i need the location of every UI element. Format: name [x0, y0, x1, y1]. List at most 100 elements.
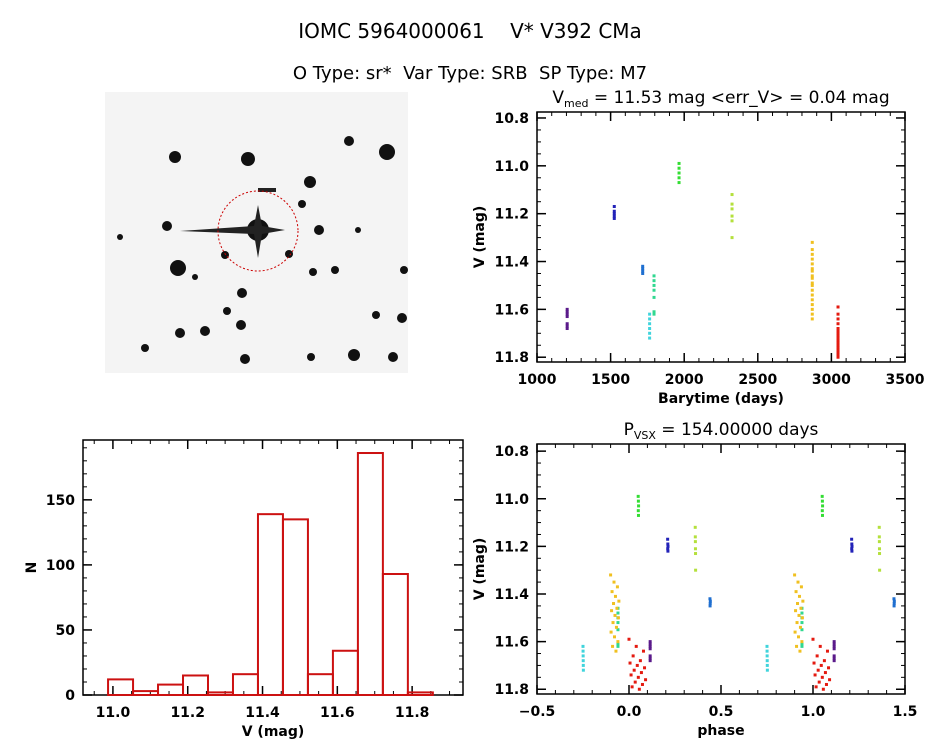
data-point	[610, 590, 614, 594]
data-point	[810, 283, 814, 287]
data-point	[581, 659, 585, 663]
data-point	[820, 494, 824, 498]
data-point	[565, 315, 569, 319]
x-tick-label: 3000	[812, 372, 851, 388]
data-point	[613, 594, 617, 598]
data-point	[795, 621, 799, 625]
data-point	[610, 609, 614, 613]
data-point	[850, 547, 854, 551]
x-tick-label: 2500	[738, 372, 777, 388]
data-point	[801, 599, 805, 603]
data-point	[794, 609, 798, 613]
plot-title: PVSX = 154.00000 days	[624, 420, 819, 442]
data-point	[635, 663, 639, 667]
y-tick-label: 0	[65, 688, 75, 704]
data-point	[814, 685, 818, 689]
data-point	[810, 269, 814, 273]
data-point	[832, 654, 836, 658]
data-point	[616, 616, 620, 620]
data-point	[632, 668, 636, 672]
data-point	[648, 642, 652, 646]
data-point	[836, 350, 840, 354]
x-tick-label: 0.5	[709, 704, 734, 720]
data-point	[827, 666, 831, 670]
x-tick-label: 3500	[886, 372, 925, 388]
data-point	[765, 663, 769, 667]
data-point	[765, 644, 769, 648]
x-tick-label: 1.0	[801, 704, 826, 720]
data-point	[652, 274, 656, 278]
data-point	[820, 513, 824, 517]
data-point	[811, 637, 815, 641]
data-point	[800, 644, 804, 648]
y-tick-label: 11.4	[494, 255, 529, 271]
data-point	[708, 597, 712, 601]
data-point	[616, 621, 620, 625]
data-point	[630, 685, 634, 689]
data-point	[666, 544, 670, 548]
data-point	[836, 355, 840, 359]
data-point	[823, 671, 827, 675]
data-point	[836, 329, 840, 333]
figure-subtitle: O Type: sr* Var Type: SRB SP Type: M7	[293, 63, 647, 84]
data-point	[628, 661, 632, 665]
data-point	[677, 181, 681, 185]
data-point	[565, 322, 569, 326]
y-tick-label: 11.6	[494, 635, 529, 651]
data-point	[878, 552, 882, 556]
data-point	[832, 644, 836, 648]
data-point	[821, 504, 825, 508]
x-tick-label: −0.5	[519, 704, 556, 720]
data-point	[800, 616, 804, 620]
data-point	[637, 504, 641, 508]
data-point	[581, 649, 585, 653]
data-point	[636, 499, 640, 503]
data-point	[611, 644, 615, 648]
data-point	[797, 594, 801, 598]
data-point	[640, 682, 644, 686]
data-point	[765, 668, 769, 672]
data-point	[616, 642, 620, 646]
data-point	[832, 659, 836, 663]
data-point	[636, 509, 640, 513]
data-point	[850, 537, 854, 541]
data-point	[810, 257, 814, 261]
plot-title-main: P	[624, 420, 634, 440]
data-point	[820, 675, 824, 679]
y-tick-label: 11.8	[494, 350, 529, 366]
data-point	[825, 649, 829, 653]
data-point	[641, 271, 645, 275]
x-tick-label: 11.4	[245, 705, 280, 721]
data-point	[612, 602, 616, 606]
data-point	[615, 606, 619, 610]
data-point	[836, 334, 840, 338]
data-point	[612, 209, 616, 213]
data-point	[832, 642, 836, 646]
data-point	[581, 663, 585, 667]
y-tick-label: 11.0	[494, 492, 529, 508]
data-point	[800, 640, 804, 644]
y-tick-label: 100	[46, 558, 75, 574]
data-point	[641, 267, 645, 271]
data-point	[730, 202, 734, 206]
y-tick-label: 11.0	[494, 159, 529, 175]
data-point	[694, 552, 698, 556]
data-point	[810, 317, 814, 321]
data-point	[581, 654, 585, 658]
data-point	[693, 540, 697, 544]
histogram-bar	[107, 678, 135, 697]
histogram-bar	[132, 690, 160, 696]
data-point	[581, 644, 585, 648]
phased-chart: −0.5 0.0 0.5 1.0 1.5 10.8 11.0 11.2 11.4 11.6 11.8…	[472, 420, 917, 739]
plot-title-rest: = 154.00000 days	[656, 420, 819, 440]
data-point	[652, 279, 656, 283]
x-tick-label: 11.8	[395, 705, 430, 721]
data-point	[810, 252, 814, 256]
y-tick-label: 11.8	[494, 682, 529, 698]
data-point	[836, 348, 840, 352]
data-point	[793, 630, 797, 634]
histogram-bar	[182, 674, 209, 696]
data-point	[810, 240, 814, 244]
data-point	[609, 630, 613, 634]
